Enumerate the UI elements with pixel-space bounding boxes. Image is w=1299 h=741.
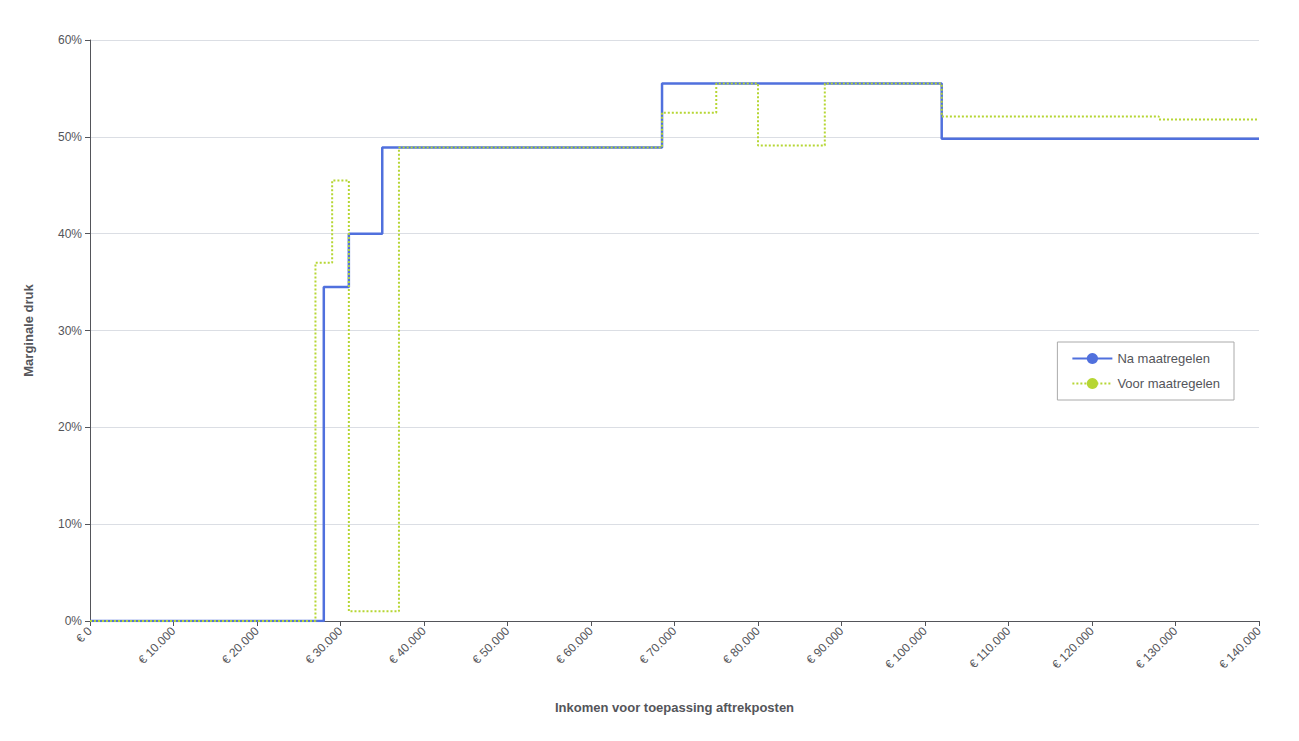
- svg-text:10%: 10%: [58, 517, 82, 531]
- svg-text:€ 30.000: € 30.000: [303, 624, 346, 667]
- svg-text:€ 130.000: € 130.000: [1133, 624, 1181, 672]
- svg-text:30%: 30%: [58, 324, 82, 338]
- svg-text:0%: 0%: [65, 614, 83, 628]
- svg-text:Inkomen voor toepassing aftrek: Inkomen voor toepassing aftrekposten: [555, 700, 794, 715]
- svg-text:€ 90.000: € 90.000: [804, 624, 847, 667]
- svg-text:Na maatregelen: Na maatregelen: [1117, 351, 1210, 366]
- svg-text:Voor maatregelen: Voor maatregelen: [1117, 376, 1220, 391]
- svg-text:Marginale druk: Marginale druk: [21, 283, 36, 376]
- svg-text:40%: 40%: [58, 227, 82, 241]
- svg-text:€ 70.000: € 70.000: [637, 624, 680, 667]
- svg-text:€ 60.000: € 60.000: [553, 624, 596, 667]
- svg-text:60%: 60%: [58, 33, 82, 47]
- svg-text:€ 0: € 0: [73, 624, 95, 646]
- svg-text:€ 20.000: € 20.000: [219, 624, 262, 667]
- svg-text:€ 80.000: € 80.000: [720, 624, 763, 667]
- svg-text:€ 10.000: € 10.000: [136, 624, 179, 667]
- svg-text:€ 50.000: € 50.000: [470, 624, 513, 667]
- svg-text:50%: 50%: [58, 130, 82, 144]
- svg-text:€ 40.000: € 40.000: [386, 624, 429, 667]
- svg-text:€ 100.000: € 100.000: [882, 624, 930, 672]
- svg-text:€ 120.000: € 120.000: [1049, 624, 1097, 672]
- svg-text:€ 140.000: € 140.000: [1216, 624, 1264, 672]
- svg-text:20%: 20%: [58, 420, 82, 434]
- svg-text:€ 110.000: € 110.000: [966, 624, 1013, 671]
